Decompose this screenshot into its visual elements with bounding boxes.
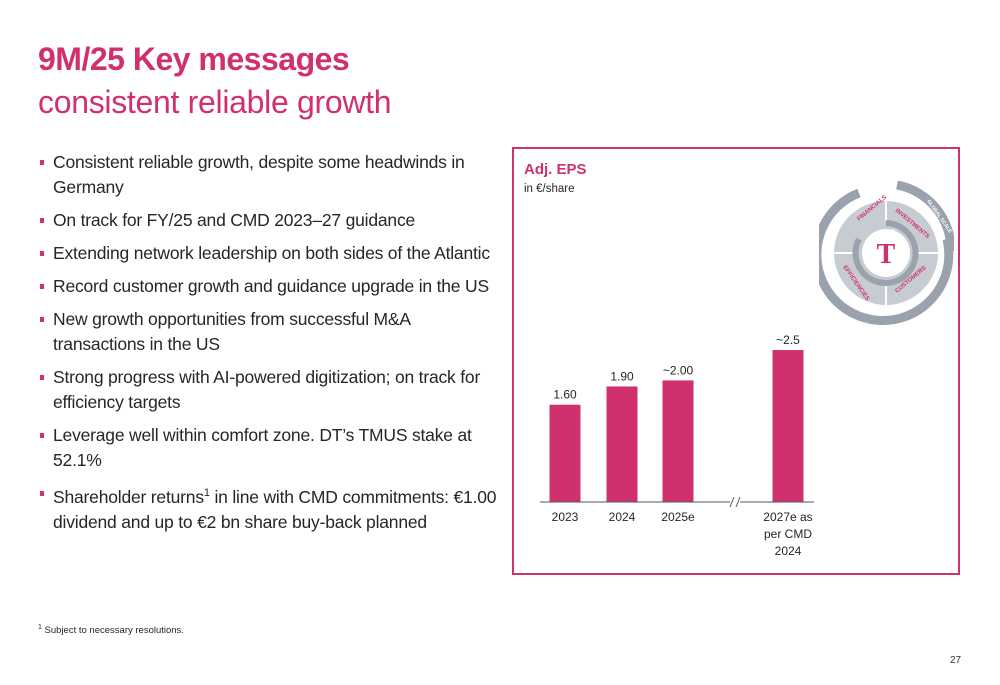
data-label: ~2.5 [776,333,800,347]
x-tick-label: 2027e as [763,510,812,524]
eps-chart-panel: Adj. EPS in €/share T FINANCIALS INVESTM… [512,147,960,575]
axis-break-mark [729,496,735,508]
center-circle [862,229,910,277]
bullet-item: Extending network leadership on both sid… [38,241,498,266]
strategy-cycle-graphic: T FINANCIALS INVESTMENTS CUSTOMERS EFFIC… [819,181,954,326]
x-tick-label: 2024 [775,544,802,558]
bullet-item: On track for FY/25 and CMD 2023–27 guida… [38,208,498,233]
segment-dividers [834,201,938,305]
bar [772,350,804,502]
chart-unit-label: in €/share [524,183,575,195]
bullet-marker [40,491,44,496]
page-number: 27 [950,655,962,666]
bullet-item: Record customer growth and guidance upgr… [38,274,498,299]
bar [549,404,581,502]
x-tick-label: 2025e [661,510,695,524]
x-tick-label: per CMD [764,527,812,541]
bullet-marker [40,251,44,256]
eps-bar-chart: 1.60 2023 1.90 2024 ~2.00 2025e ~2.5 2027e as pe… [540,333,814,558]
key-messages-list: Consistent reliable growth, despite some… [38,150,498,543]
x-tick-label: 2024 [609,510,636,524]
bar [606,386,638,502]
slide-title: 9M/25 Key messages [38,41,350,77]
data-label: 1.60 [553,388,577,402]
footnote-ref: 1 [203,487,210,499]
axis-break-mark [735,496,741,508]
bullet-item: Consistent reliable growth, despite some… [38,150,498,200]
bullet-marker [40,218,44,223]
bullet-marker [40,284,44,289]
bullet-item: Strong progress with AI-powered digitiza… [38,365,498,415]
footnote: 1 Subject to necessary resolutions. [38,624,184,637]
bar [662,380,694,502]
bullet-marker [40,375,44,380]
bullet-item: New growth opportunities from successful… [38,307,498,357]
data-label: ~2.00 [663,363,694,377]
x-tick-label: 2023 [552,510,579,524]
chart-title: Adj. EPS [524,161,587,178]
bullet-item: Shareholder returns1 in line with CMD co… [38,481,498,535]
bullet-marker [40,160,44,165]
bullet-marker [40,317,44,322]
bullet-marker [40,433,44,438]
slide-subtitle: consistent reliable growth [38,84,392,120]
inner-ring [852,220,919,286]
telekom-logo: T [877,239,896,270]
bullet-item: Leverage well within comfort zone. DT’s … [38,423,498,473]
outer-ring [819,181,954,326]
data-label: 1.90 [610,369,634,383]
